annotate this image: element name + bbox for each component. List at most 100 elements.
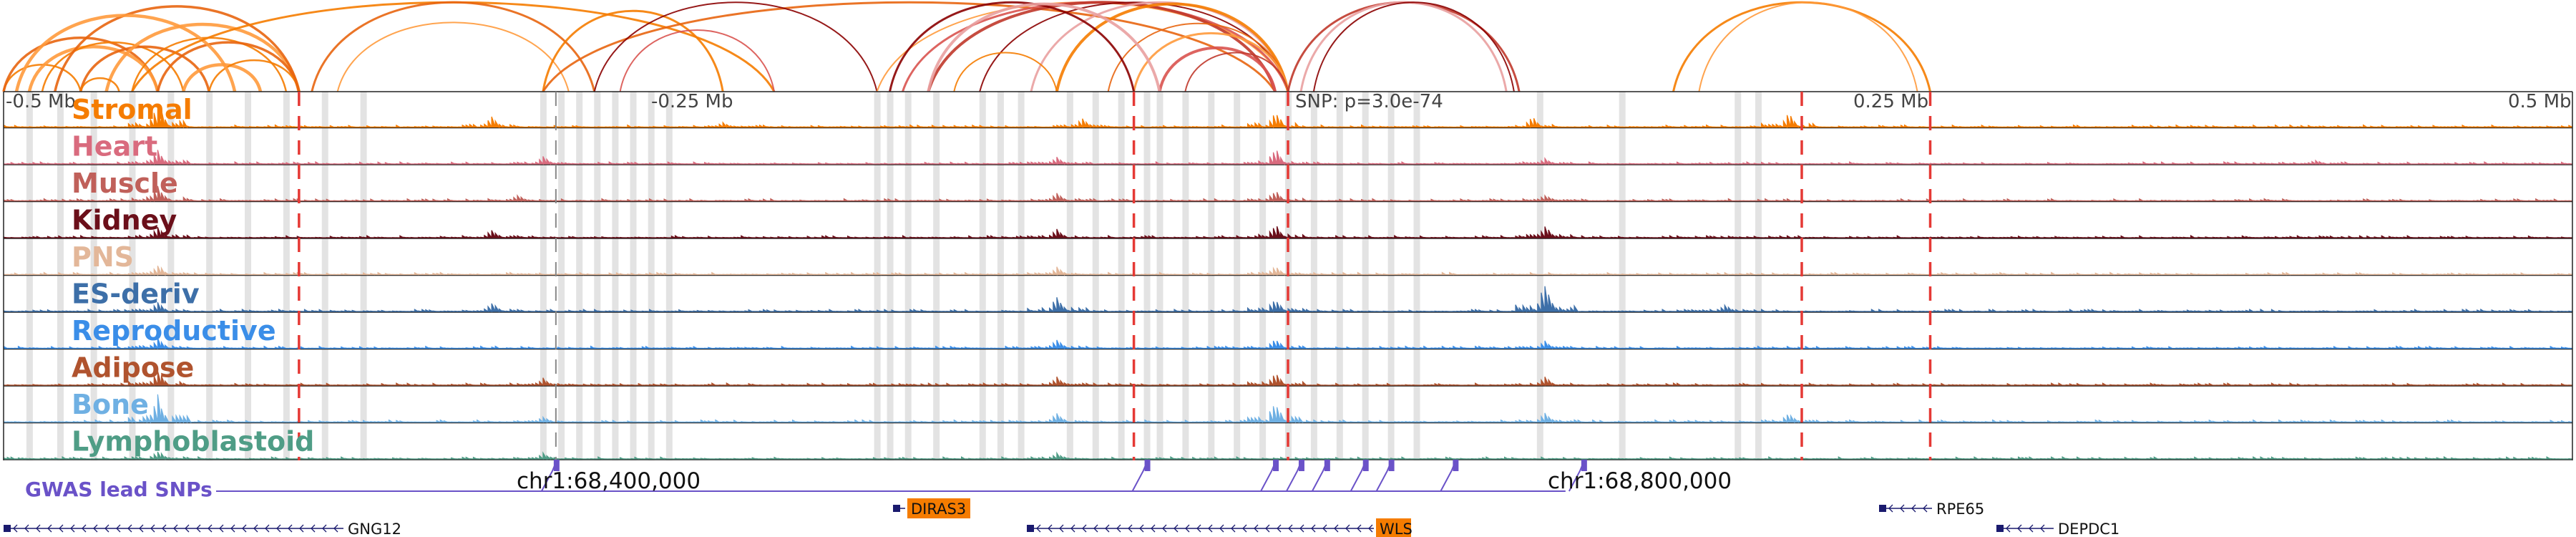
chromatin-loop-arc [336,21,570,92]
gene-arrow-left-icon [82,524,87,533]
highlight-band [665,92,673,460]
gene-arrow-left-icon [1334,524,1339,533]
gene-exon [893,505,900,512]
highlight-band [1156,92,1163,460]
highlight-band [1092,92,1099,460]
gene-label: RPE65 [1936,500,1984,518]
chromatin-loop-arc [104,22,301,92]
gene-label: GNG12 [348,521,401,537]
gene-arrow-left-icon [1036,524,1041,533]
chromatin-loop-arc [208,59,301,92]
gene-arrow-left-icon [1311,524,1316,533]
highlight-band [1619,92,1626,460]
track-signal [3,371,2573,387]
gene-arrow-left-icon [59,524,64,533]
gene-arrow-left-icon [2017,524,2022,533]
highlight-band [594,92,601,460]
chromatin-loop-arc [1158,46,1277,92]
highlight-band [283,92,290,460]
chromatin-loop-arc [14,14,237,92]
gene-arrow-left-icon [1185,524,1190,533]
gene-arrow-left-icon [1208,524,1213,533]
highlight-band [1755,92,1762,460]
gene-arrow-left-icon [196,524,201,533]
highlight-band [558,92,565,460]
gene-exon [1879,505,1886,512]
chromatin-loop-arc [1698,1,1918,92]
highlight-band [206,92,213,460]
track-signal [3,105,2573,129]
track-signal [3,286,2573,314]
highlight-band [129,92,136,460]
gene-label: DEPDC1 [2058,521,2119,537]
track-signal [3,394,2573,424]
gene-arrow-left-icon [1082,524,1087,533]
gene-arrow-left-icon [139,524,144,533]
gwas-lead-snps: GWAS lead SNPs [25,460,1587,501]
gene-wls: WLS [1027,518,1413,537]
mb-label-plus-quarter: 0.25 Mb [1853,91,1928,112]
gene-arrow-left-icon [242,524,247,533]
gene-annotations: GNG12 DIRAS3 WLS RPE65 DEPDC1 [4,498,2119,537]
gene-arrow-left-icon [93,524,98,533]
gene-arrow-left-icon [1116,524,1121,533]
gene-depdc1: DEPDC1 [1996,521,2119,537]
highlight-band [1208,92,1215,460]
gwas-snp-marker [1581,460,1587,471]
highlight-band [321,92,328,460]
gene-arrow-left-icon [185,524,190,533]
highlight-band [997,92,1004,460]
gwas-label: GWAS lead SNPs [25,478,213,501]
track-signal [3,185,2573,203]
highlight-band [576,92,583,460]
track-signal [4,150,2573,166]
chromatin-loop-arc [1312,1,1515,92]
highlight-band [1536,92,1543,460]
chromatin-loop-arc [619,29,775,92]
gene-arrow-left-icon [1242,524,1247,533]
gene-arrow-left-icon [1059,524,1064,533]
track-signal [3,265,2573,276]
tad-boundaries [298,92,1932,460]
track-label-adipose: Adipose [72,352,194,384]
track-label-muscle: Muscle [72,168,178,199]
gwas-snp-marker [1298,460,1304,471]
highlight-band [90,92,97,460]
highlight-band [612,92,619,460]
chromatin-loop-arc [927,2,1161,92]
gene-arrow-left-icon [1196,524,1201,533]
chromatin-loop-arc [1184,52,1289,92]
chromatin-loop-arc [1030,1,1289,92]
highlight-band [1310,92,1317,460]
chromatin-loop-arc [953,52,1058,92]
track-label-heart: Heart [72,131,157,163]
gene-arrow-left-icon [127,524,132,533]
track-label-kidney: Kidney [72,205,177,236]
highlight-band [57,92,64,460]
mb-label-minus-quarter: -0.25 Mb [651,91,733,112]
gene-label-highlight [907,498,970,518]
chromatin-loop-arc [1672,1,1931,92]
gene-arrow-left-icon [1162,524,1167,533]
gene-arrow-left-icon [47,524,52,533]
gene-arrow-left-icon [276,524,281,533]
track-signal [3,226,2573,240]
gene-arrow-left-icon [2006,524,2011,533]
highlight-band [1362,92,1369,460]
gene-rpe65: RPE65 [1879,500,1984,518]
snp-label: SNP: p=3.0e-74 [1295,91,1443,112]
gene-arrow-left-icon [299,524,304,533]
chromatin-loop-arc [311,1,596,92]
gene-arrow-left-icon [1345,524,1350,533]
track-label-es-deriv: ES-deriv [72,279,200,310]
gene-arrow-left-icon [1322,524,1327,533]
chromatin-loop-arc [54,5,301,92]
gene-arrow-left-icon [1048,524,1053,533]
gene-arrow-left-icon [70,524,75,533]
gene-arrow-left-icon [219,524,224,533]
gene-arrow-left-icon [2040,524,2045,533]
gene-arrow-left-icon [1219,524,1224,533]
gene-arrow-left-icon [208,524,213,533]
gene-arrow-left-icon [333,524,338,533]
chromatin-loop-arc [41,42,185,92]
